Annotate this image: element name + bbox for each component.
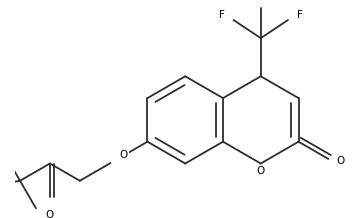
Text: O: O <box>257 166 265 176</box>
Text: O: O <box>46 210 54 218</box>
Text: O: O <box>120 150 128 160</box>
Text: F: F <box>219 10 224 20</box>
Text: O: O <box>336 156 344 166</box>
Text: F: F <box>297 10 303 20</box>
